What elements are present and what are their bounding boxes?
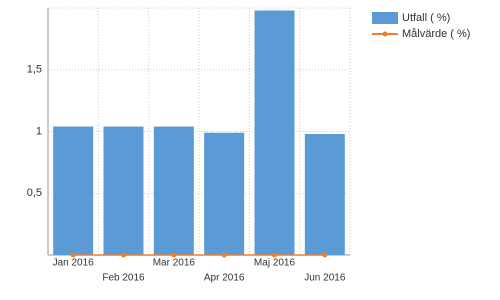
bar (103, 126, 144, 255)
bar (53, 126, 94, 255)
bar (304, 133, 345, 255)
line-point (221, 252, 227, 258)
bar (254, 10, 295, 255)
x-tick-label: Feb 2016 (102, 273, 145, 284)
legend-swatch-point (382, 31, 388, 37)
y-tick-label: 0,5 (27, 187, 42, 199)
bar (153, 126, 194, 255)
line-point (121, 252, 126, 258)
legend-label: Utfall ( %) (402, 12, 450, 24)
x-tick-label: Maj 2016 (254, 258, 296, 269)
bar (204, 132, 245, 255)
line-point (70, 252, 76, 258)
legend-label: Målvärde ( %) (402, 28, 470, 40)
x-tick-label: Jan 2016 (53, 258, 95, 269)
y-tick-label: 1,5 (27, 64, 42, 76)
legend-swatch (372, 12, 398, 24)
y-tick-label: 1 (36, 125, 42, 137)
x-tick-label: Jun 2016 (304, 273, 346, 284)
line-point (322, 252, 328, 258)
line-point (272, 252, 277, 258)
x-tick-label: Apr 2016 (204, 273, 245, 284)
line-point (171, 252, 177, 258)
x-tick-label: Mar 2016 (153, 258, 196, 269)
